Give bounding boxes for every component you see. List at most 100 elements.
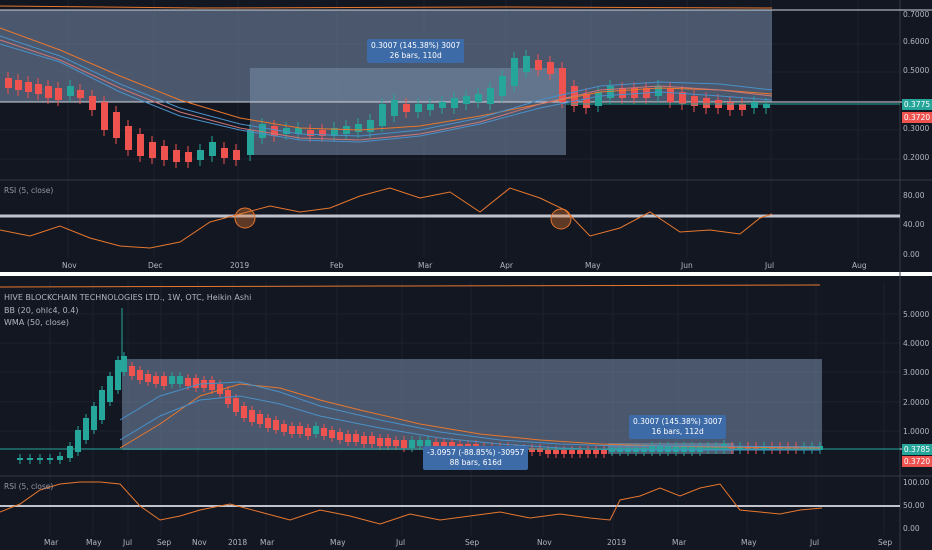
- candle-body: [145, 374, 151, 382]
- top-measure-line1: 0.3007 (145.38%) 3007: [371, 41, 461, 50]
- candle-body: [67, 446, 73, 458]
- bottom-x-tick: Mar: [260, 538, 275, 547]
- top-x-tick: 2019: [230, 261, 250, 270]
- candle-body: [47, 458, 53, 460]
- bottom-x-tick: 2019: [607, 538, 627, 547]
- bottom-y-tick: 2.0000: [903, 398, 930, 407]
- candle-body: [703, 98, 710, 108]
- candle-body: [273, 420, 279, 430]
- candle-body: [193, 378, 199, 388]
- bottom-y-tick: 3.0000: [903, 368, 930, 377]
- candle-body: [265, 418, 271, 428]
- bottom-bb-upper: [119, 381, 821, 448]
- top-bb-upper: [0, 35, 773, 137]
- candle-body: [601, 450, 607, 454]
- candle-body: [99, 390, 105, 420]
- top-y-tick: 0.7000: [903, 10, 930, 19]
- top-x-tick: Feb: [330, 261, 344, 270]
- candle-body: [113, 112, 120, 138]
- candle-body: [161, 146, 168, 160]
- top-x-tick: Mar: [418, 261, 433, 270]
- top-x-tick: Jun: [681, 261, 693, 270]
- candle-body: [271, 126, 278, 136]
- candle-body: [369, 436, 375, 444]
- candle-body: [475, 94, 482, 102]
- candle-body: [121, 356, 127, 372]
- candle-body: [305, 428, 311, 436]
- candle-body: [107, 376, 113, 402]
- candle-body: [729, 446, 735, 450]
- candle-body: [713, 446, 719, 450]
- bottom-bb-lower: [119, 395, 820, 451]
- candle-body: [487, 88, 494, 104]
- candle-body: [57, 456, 63, 460]
- candle-body: [499, 76, 506, 96]
- candle-body: [361, 436, 367, 444]
- candle-body: [427, 104, 434, 110]
- candle-body: [667, 88, 674, 102]
- candle-body: [753, 446, 759, 450]
- candle-body: [283, 128, 290, 134]
- bottom-x-tick: 2018: [228, 538, 248, 547]
- candle-body: [353, 434, 359, 442]
- top-y-tick: 0.2000: [903, 153, 930, 162]
- bottom-measure-a-line2: 16 bars, 112d: [651, 427, 704, 436]
- candle-body: [177, 376, 183, 384]
- rsi-highlight-circle: [234, 207, 256, 229]
- top-rsi-tick: 80.00: [903, 191, 925, 200]
- top-price-badge-red: 0.3720: [902, 112, 932, 123]
- bottom-atr-line: [0, 284, 821, 288]
- bottom-measure-tooltip-b: -3.0957 (-88.85%) -30957 88 bars, 616d: [423, 446, 529, 470]
- candle-body: [217, 384, 223, 394]
- bottom-y-tick: 1.0000: [903, 427, 930, 436]
- candle-body: [67, 86, 74, 96]
- top-wma-line: [0, 27, 773, 131]
- bottom-x-tick: May: [741, 538, 757, 547]
- candle-body: [463, 96, 470, 104]
- candle-body: [37, 458, 43, 460]
- candle-body: [233, 398, 239, 412]
- candle-body: [89, 96, 96, 110]
- candle-body: [583, 94, 590, 108]
- top-rsi-label: RSI (5, close): [4, 186, 54, 195]
- bottom-x-tick: Jul: [396, 538, 406, 547]
- bottom-x-tick: Mar: [44, 538, 59, 547]
- candle-body: [337, 432, 343, 440]
- top-x-tick: Nov: [62, 261, 77, 270]
- candle-body: [313, 426, 319, 434]
- top-x-tick: Aug: [852, 261, 867, 270]
- top-atr-line: [0, 5, 773, 9]
- top-x-tick: Dec: [148, 261, 163, 270]
- candle-body: [345, 434, 351, 442]
- candle-body: [221, 148, 228, 158]
- candle-body: [169, 376, 175, 384]
- candle-body: [415, 104, 422, 112]
- candle-body: [409, 440, 415, 448]
- top-y-tick: 0.6000: [903, 37, 930, 46]
- bottom-rsi-line: [0, 481, 823, 525]
- top-bb-basis: [0, 39, 773, 141]
- candle-body: [197, 150, 204, 160]
- candle-body: [761, 446, 767, 450]
- candle-body: [153, 376, 159, 384]
- bottom-rsi-tick: 50.00: [903, 501, 925, 510]
- candle-body: [425, 440, 431, 446]
- candle-body: [307, 130, 314, 136]
- bb-indicator-label: BB (20, ohlc4, 0.4): [4, 306, 79, 315]
- candle-body: [5, 78, 12, 88]
- candle-body: [259, 124, 266, 138]
- panel-divider: [0, 272, 932, 276]
- candle-body: [149, 142, 156, 158]
- candle-body: [209, 142, 216, 156]
- bottom-measure-b-line2: 88 bars, 616d: [449, 458, 502, 467]
- candle-body: [289, 426, 295, 434]
- candle-body: [17, 458, 23, 460]
- bottom-measure-a-line1: 0.3007 (145.38%) 3007: [633, 417, 723, 426]
- bottom-x-tick: Nov: [192, 538, 207, 547]
- top-bb-lower: [0, 43, 773, 143]
- candle-body: [439, 102, 446, 108]
- candle-body: [545, 450, 551, 454]
- bottom-measure-b-line1: -3.0957 (-88.85%) -30957: [427, 448, 525, 457]
- top-x-tick: May: [585, 261, 601, 270]
- candle-body: [535, 60, 542, 70]
